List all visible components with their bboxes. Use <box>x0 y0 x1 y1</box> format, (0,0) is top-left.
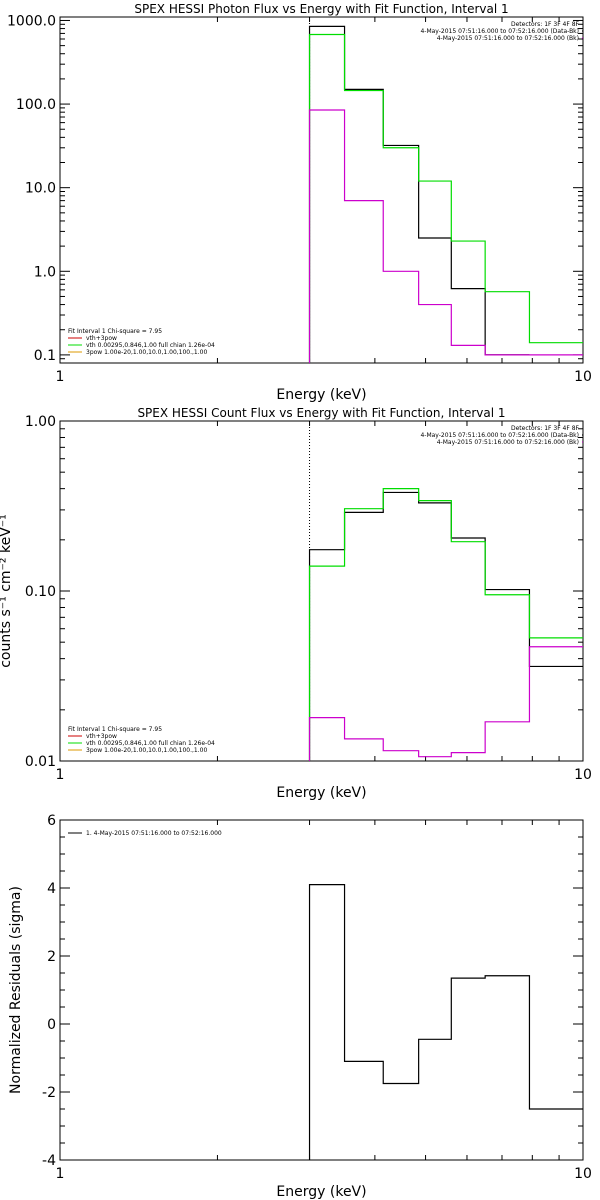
legend-header: Fit Interval 1 Chi-square = 7.95 <box>68 328 162 335</box>
x-tick-label: 10 <box>574 369 592 385</box>
y-axis-label: Normalized Residuals (sigma) <box>8 886 24 1094</box>
plot-frame <box>59 16 584 364</box>
y-tick-label: 0.10 <box>25 584 56 600</box>
plot-area <box>308 884 583 1160</box>
legend-entry: vth 0.00295,0.846,1.00 full chian 1.26e-… <box>86 740 215 747</box>
y-tick-label: 10.0 <box>25 181 56 197</box>
legend-entry: 3pow 1.00e-20,1.00,10.0,1.00,100.,1.00 <box>86 747 207 754</box>
x-tick-label: 10 <box>574 767 592 783</box>
x-axis-label: Energy (keV) <box>276 1184 366 1200</box>
info-line: 4-May-2015 07:51:16.000 to 07:52:16.000 … <box>420 432 579 439</box>
plot-frame <box>59 819 584 1161</box>
legend-entry: vth+3pow <box>86 733 117 740</box>
y-tick-label: -4 <box>42 1153 56 1169</box>
y-tick-label: -2 <box>42 1085 56 1101</box>
y-tick-label: 1.0 <box>34 264 56 280</box>
y-tick-label: 4 <box>47 881 56 897</box>
y-axis-label: counts s⁻¹ cm⁻² keV⁻¹ <box>0 514 14 668</box>
y-tick-label: 1000.0 <box>7 13 56 29</box>
chart-title: SPEX HESSI Count Flux vs Energy with Fit… <box>137 406 505 420</box>
model-histogram <box>308 33 583 363</box>
background-histogram <box>308 646 583 761</box>
y-tick-label: 6 <box>47 813 56 829</box>
legend-entry: 3pow 1.00e-20,1.00,10.0,1.00,100.,1.00 <box>86 349 207 356</box>
x-tick-label: 1 <box>56 767 65 783</box>
legend-entry: vth 0.00295,0.846,1.00 full chian 1.26e-… <box>86 342 215 349</box>
legend-entry: vth+3pow <box>86 335 117 342</box>
count-flux-panel: SPEX HESSI Count Flux vs Energy with Fit… <box>0 406 592 801</box>
x-tick-label: 1 <box>56 1166 65 1182</box>
info-line: 4-May-2015 07:51:16.000 to 07:52:16.000 … <box>437 439 579 446</box>
legend-entry: 1. 4-May-2015 07:51:16.000 to 07:52:16.0… <box>86 830 222 837</box>
x-axis-label: Energy (keV) <box>276 387 366 403</box>
photon-flux-panel: SPEX HESSI Photon Flux vs Energy with Fi… <box>7 2 592 403</box>
x-tick-label: 10 <box>574 1166 592 1182</box>
info-line: 4-May-2015 07:51:16.000 to 07:52:16.000 … <box>420 28 579 35</box>
info-line: Detectors: 1F 3F 4F 8F <box>511 21 580 28</box>
y-tick-label: 0.1 <box>34 348 56 364</box>
data-minus-bk-histogram <box>308 25 530 363</box>
y-tick-label: 2 <box>47 949 56 965</box>
y-tick-label: 100.0 <box>16 97 56 113</box>
plot-frame <box>59 420 584 762</box>
info-line: Detectors: 1F 3F 4F 8F <box>511 425 580 432</box>
y-tick-label: 0.01 <box>25 754 56 770</box>
data-minus-bk-histogram <box>308 491 583 761</box>
plot-area <box>308 25 583 363</box>
x-axis-label: Energy (keV) <box>276 785 366 801</box>
plot-area <box>308 488 583 761</box>
data-minus-bk-histogram <box>308 884 583 1160</box>
y-tick-label: 1.00 <box>25 414 56 430</box>
residuals-panel: 1 10 Energy (keV) 6 4 2 0 -2 -4 Normalized Residu… <box>8 813 592 1200</box>
y-tick-label: 0 <box>47 1017 56 1033</box>
x-tick-label: 1 <box>56 369 65 385</box>
model-histogram <box>308 488 583 761</box>
background-histogram <box>308 109 583 363</box>
chart-title: SPEX HESSI Photon Flux vs Energy with Fi… <box>134 2 508 16</box>
info-line: 4-May-2015 07:51:16.000 to 07:52:16.000 … <box>437 35 579 42</box>
legend-header: Fit Interval 1 Chi-square = 7.95 <box>68 726 162 733</box>
